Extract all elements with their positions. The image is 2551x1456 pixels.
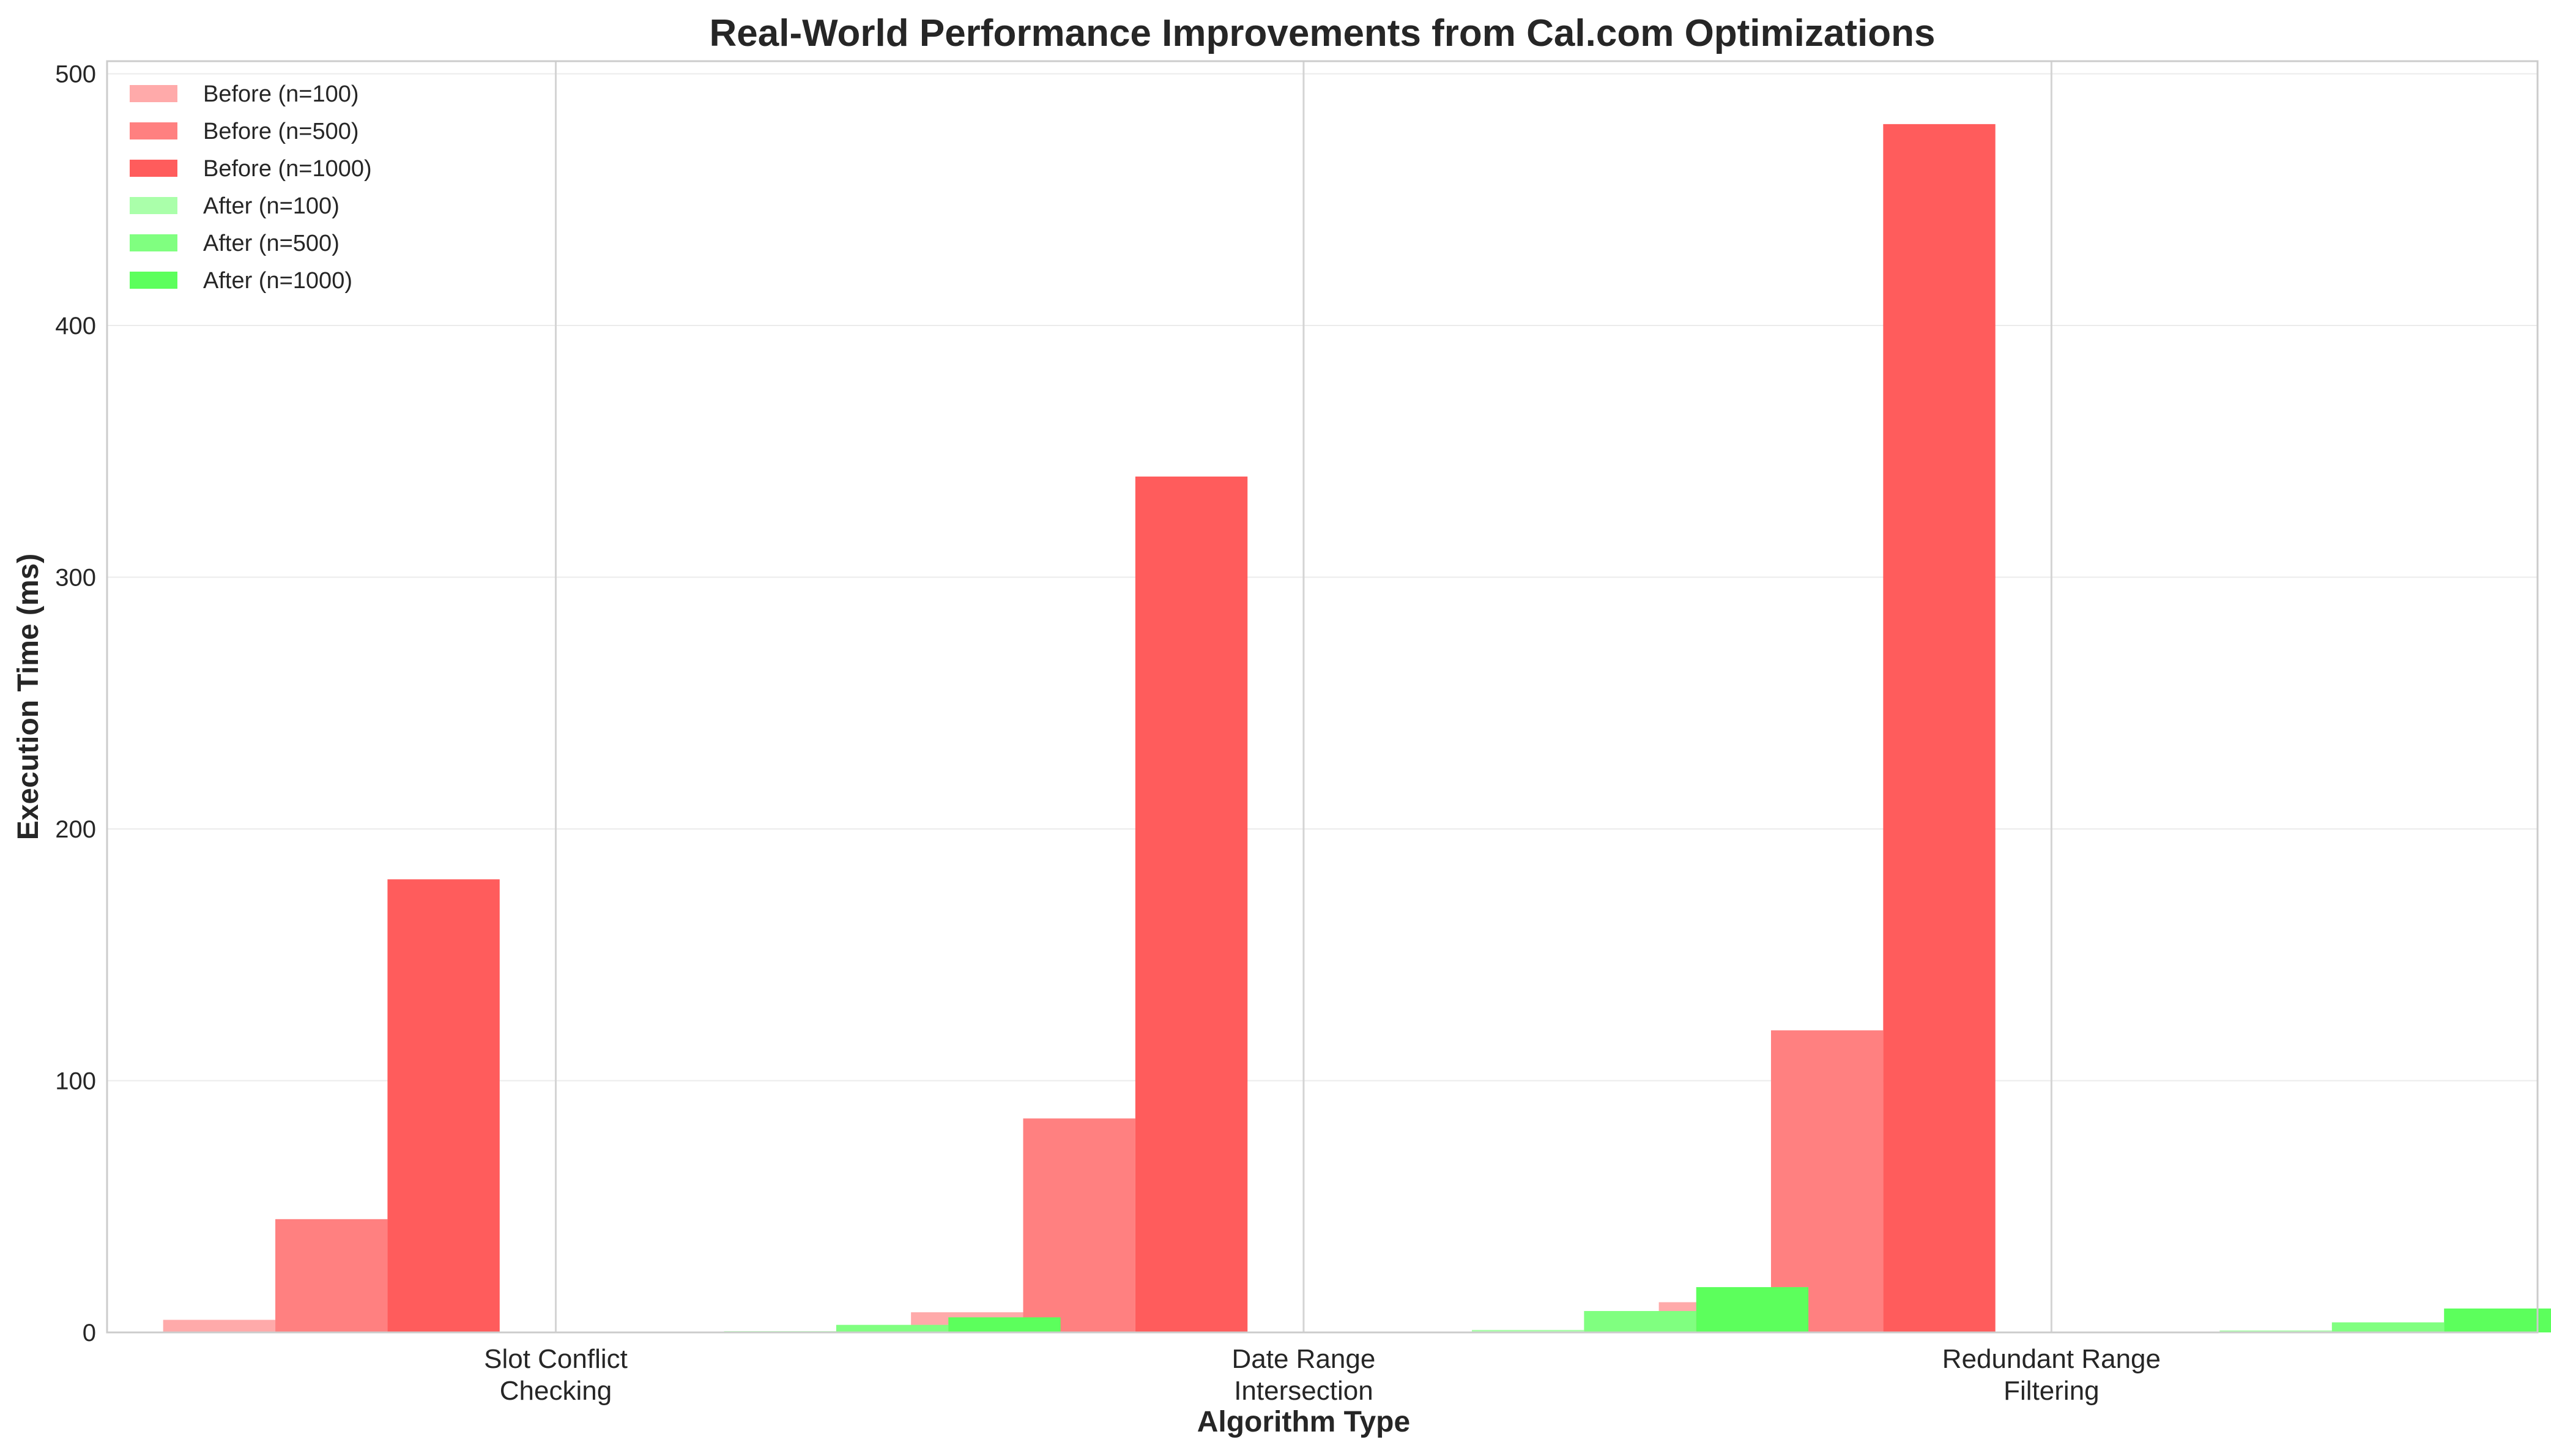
bar bbox=[2331, 1322, 2445, 1332]
bar bbox=[1135, 476, 1248, 1333]
plot-frame bbox=[106, 60, 2539, 1334]
legend-swatch bbox=[130, 122, 177, 139]
x-tick-label: Date Range Intersection bbox=[1232, 1344, 1376, 1406]
y-axis-label: Execution Time (ms) bbox=[12, 554, 45, 841]
x-tick-label-line: Checking bbox=[500, 1376, 612, 1406]
legend-label: After (n=1000) bbox=[203, 268, 352, 294]
ticks-layer: 0 100 200 300 400 500 Slot Conflict Checking Dat… bbox=[55, 61, 2161, 1406]
bar bbox=[1023, 1118, 1135, 1332]
legend-swatch bbox=[130, 197, 177, 214]
bar bbox=[1883, 124, 1996, 1332]
bars-layer bbox=[163, 124, 2551, 1333]
y-tick-label: 300 bbox=[55, 565, 96, 592]
bar bbox=[163, 1320, 276, 1332]
legend-swatch bbox=[130, 234, 177, 251]
x-tick-label-line: Slot Conflict bbox=[484, 1344, 628, 1374]
y-tick-label: 500 bbox=[55, 61, 96, 88]
bar bbox=[1471, 1329, 1584, 1332]
bar bbox=[836, 1324, 949, 1332]
legend-label: After (n=100) bbox=[203, 193, 340, 219]
legend-label: Before (n=100) bbox=[203, 81, 359, 107]
bar bbox=[1696, 1287, 1809, 1332]
legend-swatch bbox=[130, 160, 177, 177]
chart-title: Real-World Performance Improvements from… bbox=[710, 12, 1936, 54]
bar bbox=[1584, 1311, 1696, 1332]
x-tick-label-line: Filtering bbox=[2003, 1376, 2100, 1406]
x-tick-label-line: Redundant Range bbox=[1942, 1344, 2161, 1374]
x-tick-label-line: Date Range bbox=[1232, 1344, 1376, 1374]
legend-label: Before (n=500) bbox=[203, 119, 359, 144]
x-tick-label: Redundant Range Filtering bbox=[1942, 1344, 2161, 1406]
bar bbox=[2444, 1308, 2551, 1332]
x-tick-label-line: Intersection bbox=[1234, 1376, 1373, 1406]
x-tick-label: Slot Conflict Checking bbox=[484, 1344, 628, 1406]
bar bbox=[2219, 1330, 2332, 1332]
y-tick-label: 0 bbox=[83, 1320, 96, 1346]
x-axis-label: Algorithm Type bbox=[1197, 1406, 1410, 1438]
bar bbox=[275, 1219, 388, 1332]
legend-label: After (n=500) bbox=[203, 231, 340, 256]
bar bbox=[1770, 1030, 1884, 1332]
bar bbox=[387, 879, 500, 1332]
y-tick-label: 200 bbox=[55, 816, 96, 843]
legend-swatch bbox=[130, 272, 177, 289]
legend-swatch bbox=[130, 85, 177, 102]
y-tick-label: 100 bbox=[55, 1068, 96, 1095]
y-tick-label: 400 bbox=[55, 313, 96, 340]
bar bbox=[948, 1317, 1061, 1332]
legend: Before (n=100) Before (n=500) Before (n=10… bbox=[130, 81, 372, 294]
legend-label: Before (n=1000) bbox=[203, 156, 372, 182]
